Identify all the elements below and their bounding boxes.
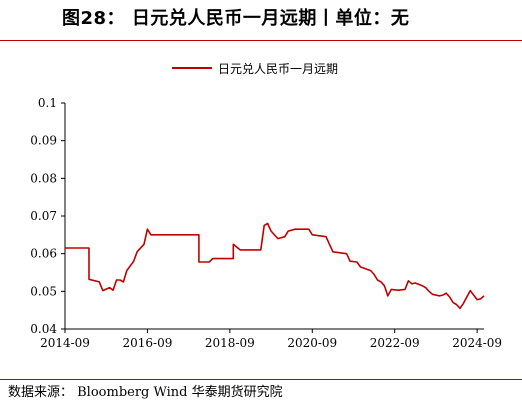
footer-rule [0,379,522,380]
y-tick-label: 0.06 [30,247,57,261]
y-tick-label: 0.1 [38,96,57,110]
x-tick-label: 2020-09 [287,336,337,350]
y-tick-label: 0.05 [30,284,57,298]
x-tick-label: 2018-09 [205,336,255,350]
series-line-jpy-cny-forward [65,222,485,310]
axes [61,102,484,333]
x-tick-label: 2024-09 [452,336,502,350]
tick-labels: 0.04 0.05 0.06 0.07 0.08 0.09 0.1 2014-09 2016-0… [30,96,502,350]
y-tick-label: 0.08 [30,171,57,185]
y-tick-label: 0.07 [30,209,57,223]
x-tick-label: 2016-09 [122,336,172,350]
line-chart: 日元兑人民币一月远期 0.04 0.05 0.06 0.07 0.08 0.09 0.1 20… [30,62,502,350]
legend: 日元兑人民币一月远期 [172,62,338,76]
legend-label: 日元兑人民币一月远期 [218,62,338,76]
figure-title: 图28： 日元兑人民币一月远期丨单位：无 [62,8,410,29]
y-tick-label: 0.04 [30,322,57,336]
title-rule [0,40,522,41]
y-tick-label: 0.09 [30,134,57,148]
source-note: 数据来源： Bloomberg Wind 华泰期货研究院 [8,385,283,400]
x-tick-label: 2014-09 [40,336,90,350]
x-tick-label: 2022-09 [370,336,420,350]
